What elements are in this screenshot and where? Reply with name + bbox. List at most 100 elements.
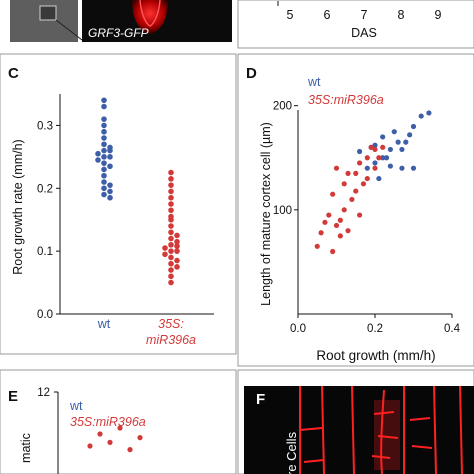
panel-b-x-tick-label: 9 xyxy=(435,8,442,22)
panel-d-point-wt xyxy=(426,110,432,116)
panel-c-point-mutant xyxy=(174,264,180,270)
panel-d-point-mutant xyxy=(364,155,370,161)
panel-c-point-mutant xyxy=(168,182,174,188)
panel-d-x-tick-label: 0.4 xyxy=(444,323,461,335)
panel-c-letter: C xyxy=(8,65,19,82)
panel-e-border xyxy=(0,369,237,474)
panel-d: D wt 35S:miR396a 100 200 0.0 0.2 0.4 Length … xyxy=(237,53,474,367)
panel-d-point-mutant xyxy=(345,170,351,176)
panel-e-point-mutant xyxy=(127,447,133,453)
panel-c-point-mutant xyxy=(168,229,174,236)
panel-a-caption: GRF3-GFP xyxy=(88,26,149,40)
panel-d-point-wt xyxy=(387,146,393,153)
panel-d-point-wt xyxy=(395,139,401,145)
panel-c-point-mutant xyxy=(162,245,168,251)
panel-c-y-title: Root growth rate (mm/h) xyxy=(11,139,25,274)
panel-c-point-wt xyxy=(95,157,101,163)
panel-c-category-mutant-line2: miR396a xyxy=(146,333,196,347)
panel-e-legend-wt: wt xyxy=(69,399,83,413)
panel-c-point-wt xyxy=(107,194,113,201)
panel-d-point-wt xyxy=(357,148,363,155)
panel-c-point-wt xyxy=(101,116,107,122)
panel-c-point-mutant xyxy=(174,248,180,254)
panel-c-point-wt xyxy=(107,154,113,160)
panel-c-point-mutant xyxy=(168,201,174,207)
panel-d-point-mutant xyxy=(337,233,343,239)
panel-d-legend-mutant: 35S:miR396a xyxy=(308,93,384,107)
panel-d-point-mutant xyxy=(349,196,355,203)
panel-b-x-tick-label: 6 xyxy=(324,8,331,22)
panel-c-point-mutant xyxy=(168,176,174,182)
panel-c-point-mutant xyxy=(162,251,168,258)
panel-e-letter: E xyxy=(8,388,18,405)
panel-d-point-wt xyxy=(403,139,409,145)
panel-c-point-wt xyxy=(101,185,107,192)
panel-f-label: re Cells xyxy=(284,431,299,474)
panel-d-point-mutant xyxy=(314,243,320,249)
panel-d-x-tick-label: 0.0 xyxy=(290,323,306,335)
panel-d-point-wt xyxy=(380,155,386,161)
panel-c-y-tick-label: 0.2 xyxy=(37,183,53,195)
panel-c-point-wt xyxy=(95,150,101,157)
panel-d-point-mutant xyxy=(341,181,347,187)
panel-d-point-wt xyxy=(364,165,370,171)
panel-c-point-mutant xyxy=(174,257,180,264)
cell-wall-icon xyxy=(299,385,463,474)
panel-d-y-title: Length of mature cortex cell (µm) xyxy=(259,122,273,306)
panel-d-point-mutant xyxy=(318,230,324,236)
panel-c-point-wt xyxy=(101,172,107,179)
panel-d-point-mutant xyxy=(337,217,343,223)
panel-d-x-title: Root growth (mm/h) xyxy=(316,348,435,363)
panel-d-point-wt xyxy=(407,132,413,138)
panel-d-point-mutant xyxy=(357,212,363,218)
panel-c-point-mutant xyxy=(174,232,180,239)
panel-c-y-tick-label: 0.0 xyxy=(37,309,53,321)
panel-c-point-mutant xyxy=(168,254,174,261)
panel-d-point-wt xyxy=(380,134,386,140)
panel-c-point-wt xyxy=(107,188,113,195)
panel-f-border xyxy=(237,369,474,474)
panel-c-point-wt xyxy=(101,103,107,110)
panel-a-connector-line xyxy=(55,19,83,41)
panel-c-point-mutant xyxy=(174,238,180,245)
panel-d-point-wt xyxy=(391,129,397,135)
panel-c-point-wt xyxy=(101,191,107,198)
panel-d-point-mutant xyxy=(380,144,386,150)
panel-b-x-tick-label: 7 xyxy=(361,8,368,22)
panel-d-point-wt xyxy=(399,146,405,153)
panel-c-point-mutant xyxy=(168,267,174,273)
panel-d-point-wt xyxy=(372,142,378,148)
panel-c-point-wt xyxy=(101,135,107,141)
panel-d-point-mutant xyxy=(376,155,382,161)
panel-d-point-mutant xyxy=(341,207,347,213)
panel-d-point-mutant xyxy=(357,160,363,166)
panel-f-microscopy-image xyxy=(244,386,474,474)
panel-f-letter: F xyxy=(256,391,265,408)
panel-c-point-wt xyxy=(107,163,113,170)
panel-d-point-mutant xyxy=(333,222,340,229)
panel-d-point-wt xyxy=(387,163,393,169)
panel-d-point-wt xyxy=(372,160,378,166)
panel-d-point-mutant xyxy=(322,219,328,225)
panel-e-y-title: matic xyxy=(19,433,33,463)
panel-f-bright-region xyxy=(374,400,400,470)
panel-e-point-mutant xyxy=(137,435,143,441)
panel-a-inset-box xyxy=(39,5,57,21)
panel-d-point-wt xyxy=(383,155,390,161)
panel-d-point-mutant xyxy=(364,175,370,182)
panel-c-category-wt: wt xyxy=(97,317,111,331)
panel-d-letter: D xyxy=(246,65,257,82)
panel-d-point-wt xyxy=(376,175,382,182)
panel-d-point-mutant xyxy=(330,248,336,255)
panel-b-x-tick-label: 5 xyxy=(287,8,294,22)
panel-c-point-wt xyxy=(101,160,107,166)
panel-c-point-mutant xyxy=(168,235,174,242)
panel-c-border xyxy=(0,53,237,355)
panel-c-category-mutant-line1: 35S: xyxy=(158,317,184,331)
panel-d-border xyxy=(237,53,474,367)
panel-e-point-mutant xyxy=(107,439,113,445)
panel-c-point-mutant xyxy=(168,248,174,254)
panel-b: 5 6 7 8 9 DAS xyxy=(237,0,474,49)
panel-f: F re Cells xyxy=(237,369,474,474)
panel-d-point-wt xyxy=(410,123,417,130)
